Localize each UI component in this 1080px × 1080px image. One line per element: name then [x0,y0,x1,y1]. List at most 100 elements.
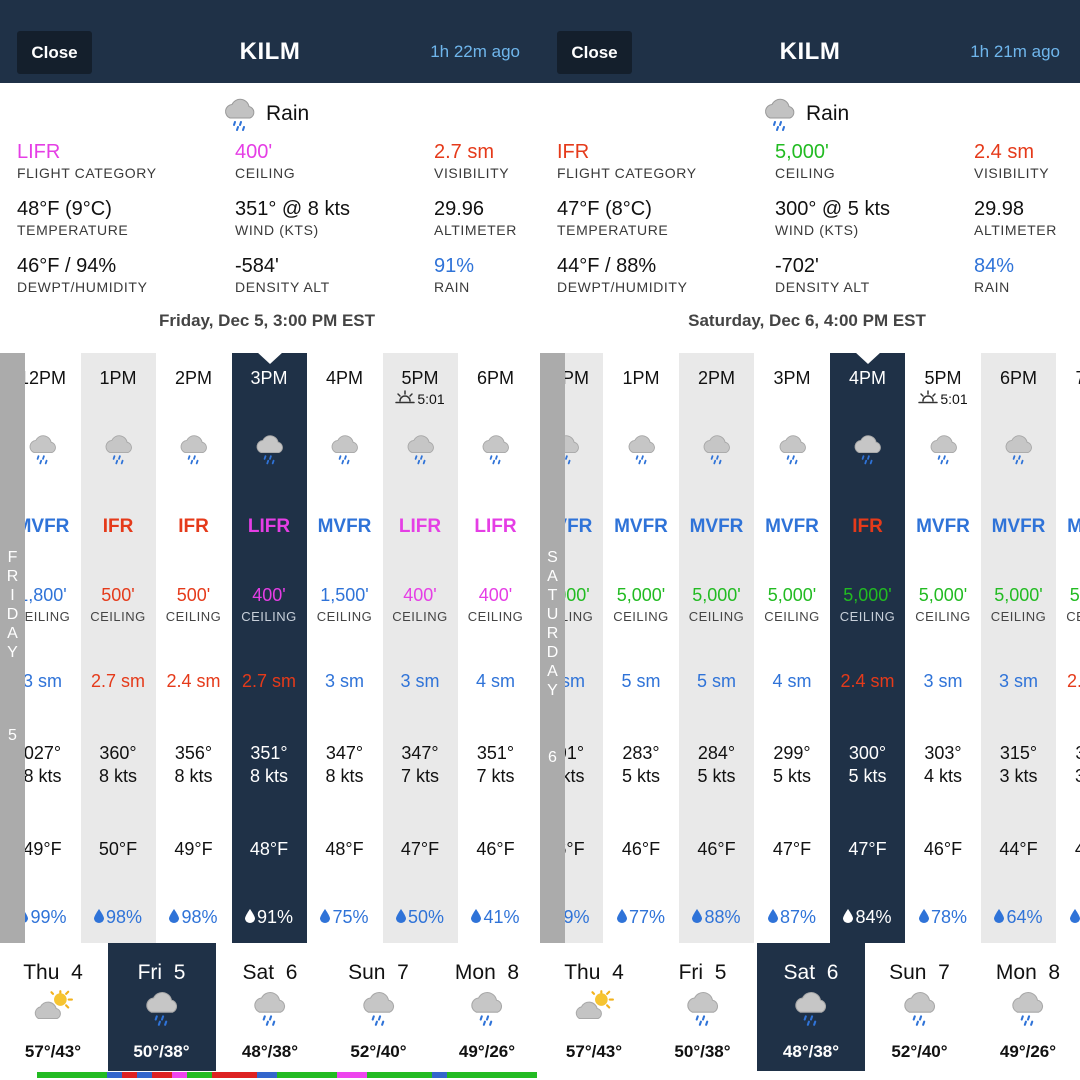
stat-label: WIND (KTS) [775,222,859,238]
hour-column-3pm[interactable]: 3PM MVFR 5,000' CEILING 4 sm 299° 5 kts 47°F 87% [755,353,830,943]
day-letter: U [546,606,559,623]
stat-density-altitude: -584' DENSITY ALT [235,254,330,295]
stat-ceiling: 400' CEILING [235,140,295,181]
stat-value: LIFR [17,141,61,163]
day-tab-sat[interactable]: Sat 6 48°/38° [216,943,324,1071]
hour-column-7pm[interactable]: 7PM MVFR 5,000' CEILING 2.4 sm 315° 3 kts 44°F 6… [1057,353,1080,943]
hour-flight-category: MVFR [1067,516,1080,537]
day-abbrev: Mon [995,961,1037,984]
hour-ceiling: 5,000' [1069,585,1080,605]
hour-wind-direction: 360° [99,743,137,763]
day-name: Mon 8 [974,961,1080,985]
daily-forecast-strip[interactable]: Thu 4 57°/43° Fri 5 50°/38° Sat 6 48°/38° Sun … [0,943,540,1071]
hour-wind-speed: 3 kts [999,766,1038,786]
day-tab-sat[interactable]: Sat 6 48°/38° [757,943,865,1071]
hour-column-3pm[interactable]: 3PM LIFR 400' CEILING 2.7 sm 351° 8 kts 48°F 91% [231,352,307,943]
day-tab-mon[interactable]: Mon 8 49°/26° [433,943,540,1071]
day-date: 7 [938,961,950,984]
day-letter: D [6,606,19,623]
hour-column-5pm[interactable]: 5PM 5:01 MVFR 5,000' CEILING 3 sm 303° 4 kts 46°… [906,353,981,943]
hour-flight-category: MVFR [765,516,819,537]
ceiling-label: CEILING [839,609,896,624]
raindrop-icon [767,907,780,928]
rain-cloud-icon [358,987,400,1029]
hour-wind-direction: 284° [697,743,736,763]
hour-column-4pm[interactable]: 4PM IFR 5,000' CEILING 2.4 sm 300° 5 kts 47°F 84… [830,352,905,943]
temp-range: 57°/43° [565,1042,623,1061]
ceiling-label: CEILING [165,609,222,624]
rain-chance-value: 91% [256,907,294,927]
hourly-forecast-strip[interactable]: 12PM MVFR 1,800' CEILING 3 sm 027° 8 kts 49°F 99… [0,352,540,943]
close-button[interactable]: Close [557,31,632,74]
day-tab-fri[interactable]: Fri 5 50°/38° [107,943,216,1071]
stat-value: 300° @ 5 kts [775,198,891,220]
hour-column-5pm[interactable]: 5PM 5:01 LIFR 400' CEILING 3 sm 347° 7 kts 47°F 5… [382,353,458,943]
hour-column-1pm[interactable]: 1PM IFR 500' CEILING 2.7 sm 360° 8 kts 50°F 98% [80,353,156,943]
hour-time: 5PM [401,368,439,388]
day-tab-thu[interactable]: Thu 4 57°/43° [0,943,107,1071]
stat-density-altitude: -702' DENSITY ALT [775,254,870,295]
stat-label: ALTIMETER [434,222,517,238]
rain-cloud-icon [249,987,291,1029]
hour-wind-speed: 8 kts [249,766,288,786]
partly-sunny-icon [32,987,74,1029]
sunset-time: 5:01 [383,390,458,407]
temp-range: 52°/40° [350,1042,407,1061]
hour-ceiling: 5,000' [692,585,741,605]
rain-cloud-icon [252,431,288,467]
hour-time: 3PM [773,368,811,388]
rain-chance-value: 98% [181,907,218,927]
rain-chance-value: 75% [332,907,369,927]
hour-column-1pm[interactable]: 1PM MVFR 5,000' CEILING 5 sm 283° 5 kts 46°F 77% [604,353,679,943]
current-condition: Rain [760,94,849,134]
stat-value: 84% [974,255,1015,277]
stat-wind: 300° @ 5 kts WIND (KTS) [775,197,890,238]
hour-wind-direction: 351° [250,743,288,763]
hour-ceiling: 5,000' [843,585,892,605]
stat-label: WIND (KTS) [235,222,319,238]
hour-column-2pm[interactable]: 2PM MVFR 5,000' CEILING 5 sm 284° 5 kts 46°F 88% [679,353,754,943]
day-letter: R [6,568,19,585]
hourly-forecast-strip[interactable]: 12PM MVFR 5,000' CEILING 3 sm 291° 5 kts 46°F 79… [540,352,1080,943]
hour-column-6pm[interactable]: 6PM LIFR 400' CEILING 4 sm 351° 7 kts 46°F 41% [458,353,533,943]
stat-flight-category: IFR FLIGHT CATEGORY [557,140,697,181]
hour-column-6pm[interactable]: 6PM MVFR 5,000' CEILING 3 sm 315° 3 kts 44°F 64% [981,353,1056,943]
stat-rain-chance: 84% RAIN [974,254,1014,295]
hour-flight-category: LIFR [474,516,517,537]
day-tab-fri[interactable]: Fri 5 50°/38° [649,943,757,1071]
close-button[interactable]: Close [17,31,92,74]
hour-column-4pm[interactable]: 4PM MVFR 1,500' CEILING 3 sm 347° 8 kts 48°F 75% [307,353,382,943]
hour-wind-speed: 8 kts [325,766,364,786]
day-tab-sun[interactable]: Sun 7 52°/40° [325,943,433,1071]
day-tab-mon[interactable]: Mon 8 49°/26° [974,943,1080,1071]
rain-chance-value: 77% [628,907,666,927]
rain-chance-value: 50% [407,907,445,927]
hour-time: 2PM [174,368,212,388]
hour-wind-direction: 299° [773,743,811,763]
hour-rain-chance: 50% [383,907,458,928]
rain-chance-value: 99% [30,907,67,927]
hour-flight-category: MVFR [916,516,970,537]
stat-label: TEMPERATURE [17,222,129,238]
hour-wind-speed: 8 kts [98,766,137,786]
stat-label: FLIGHT CATEGORY [557,165,697,181]
hour-wind-speed: 7 kts [476,766,515,786]
day-tab-thu[interactable]: Thu 4 57°/43° [540,943,648,1071]
selection-pointer [855,352,881,364]
hour-wind-direction: 315° [999,743,1038,763]
ceiling-label: CEILING [764,609,820,624]
day-name: Sat 6 [757,961,865,985]
daily-forecast-strip[interactable]: Thu 4 57°/43° Fri 5 50°/38° Sat 6 48°/38° Sun … [540,943,1080,1071]
day-tab-sun[interactable]: Sun 7 52°/40° [866,943,974,1071]
hour-column-12pm[interactable]: 12PM MVFR 1,800' CEILING 3 sm 027° 8 kts 49°F 99… [5,353,80,943]
stat-value: 29.98 [974,198,1025,220]
rain-chance-value: 98% [105,907,143,927]
hour-column-2pm[interactable]: 2PM IFR 500' CEILING 2.4 sm 356° 8 kts 49°F 98% [156,353,231,943]
stat-ceiling: 5,000' CEILING [775,140,835,181]
day-abbrev: Thu [23,961,60,984]
day-date: 8 [507,961,520,984]
station-id: KILM [779,38,841,65]
raindrop-icon [616,907,629,928]
ceiling-label: CEILING [241,609,297,624]
